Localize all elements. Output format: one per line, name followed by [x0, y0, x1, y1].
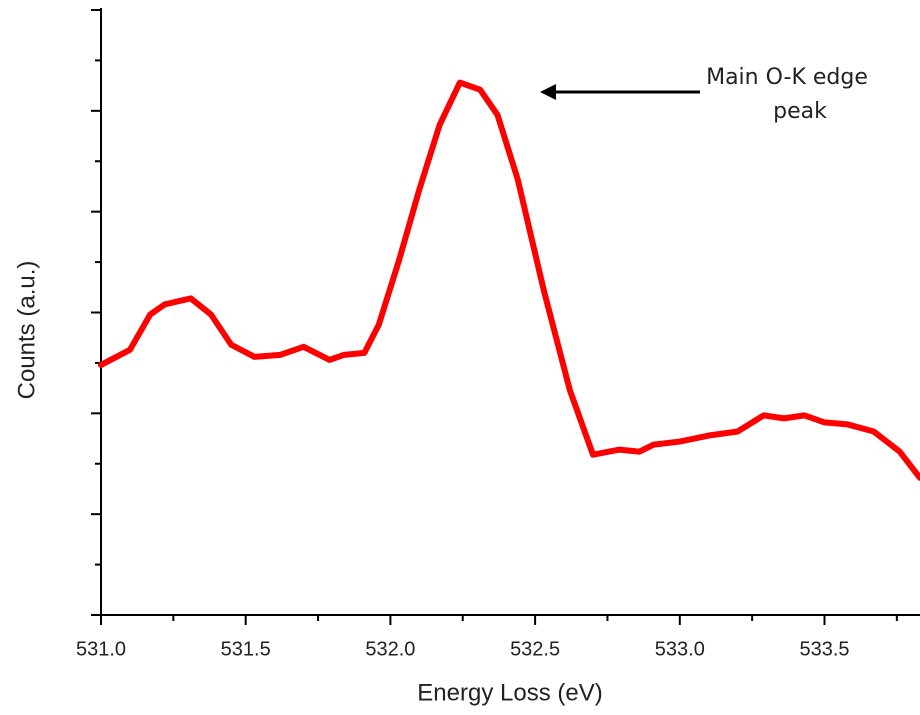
data-line	[98, 79, 920, 481]
x-tick-label: 533.5	[799, 638, 849, 660]
y-axis-label: Counts (a.u.)	[13, 261, 40, 400]
x-tick-label: 532.0	[365, 638, 415, 660]
x-axis-label: Energy Loss (eV)	[417, 679, 602, 706]
x-tick-label: 533.0	[655, 638, 705, 660]
x-tick-label: 531.5	[221, 638, 271, 660]
x-tick-label: 532.5	[510, 638, 560, 660]
annotation: peak	[773, 99, 827, 124]
x-tick-label: 531.0	[76, 638, 126, 660]
annotation: Main O-K edge	[706, 65, 868, 90]
arrow-head	[540, 84, 556, 100]
